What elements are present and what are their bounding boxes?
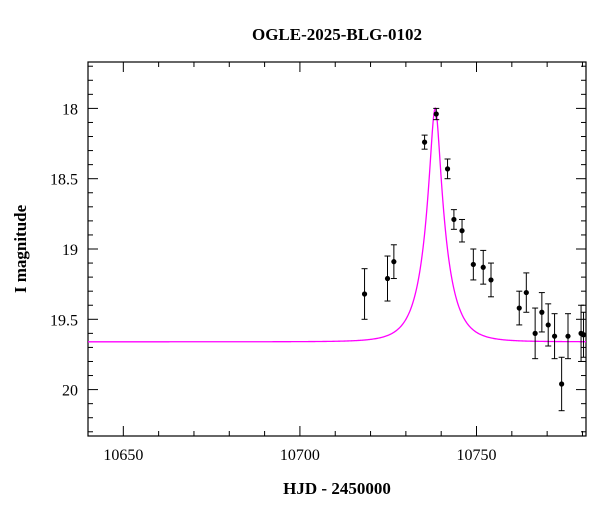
data-point bbox=[384, 275, 391, 282]
data-point bbox=[444, 166, 451, 172]
data-point bbox=[559, 381, 565, 387]
data-point bbox=[459, 228, 465, 234]
data-point bbox=[470, 261, 476, 268]
y-tick-label: 18 bbox=[62, 101, 78, 118]
data-point bbox=[539, 309, 545, 315]
y-tick-label: 20 bbox=[62, 383, 78, 400]
y-axis-label: I magnitude bbox=[11, 204, 30, 293]
data-point bbox=[391, 259, 397, 265]
data-point bbox=[433, 111, 439, 117]
data-point bbox=[565, 333, 571, 339]
data-point bbox=[451, 216, 457, 223]
data-points-group bbox=[361, 107, 587, 412]
data-point bbox=[421, 139, 428, 145]
data-point bbox=[523, 289, 529, 296]
plot-frame bbox=[87, 61, 587, 437]
y-tick-label: 19 bbox=[62, 242, 78, 259]
x-tick-label: 10700 bbox=[280, 447, 320, 464]
data-point bbox=[580, 332, 587, 338]
x-axis-tick-labels: 1065010700107501080 bbox=[103, 447, 497, 464]
data-point bbox=[361, 291, 368, 297]
axis-ticks bbox=[87, 62, 586, 436]
y-tick-label: 19.5 bbox=[50, 312, 78, 329]
data-point bbox=[551, 333, 558, 339]
data-point bbox=[532, 330, 538, 336]
chart-title: OGLE-2025-BLG-0102 bbox=[252, 25, 422, 44]
x-tick-label: 10650 bbox=[103, 447, 143, 464]
model-curve-group bbox=[88, 106, 587, 343]
x-tick-label: 10750 bbox=[457, 447, 497, 464]
model-curve bbox=[88, 106, 587, 343]
data-point bbox=[545, 322, 551, 328]
y-tick-label: 18.5 bbox=[50, 172, 78, 189]
data-point bbox=[480, 264, 486, 270]
x-axis-label: HJD - 2450000 bbox=[283, 479, 391, 498]
data-point bbox=[488, 277, 494, 283]
data-point bbox=[516, 305, 522, 311]
y-axis-tick-labels: 18 18.5 19 19.5 20 bbox=[50, 101, 78, 399]
